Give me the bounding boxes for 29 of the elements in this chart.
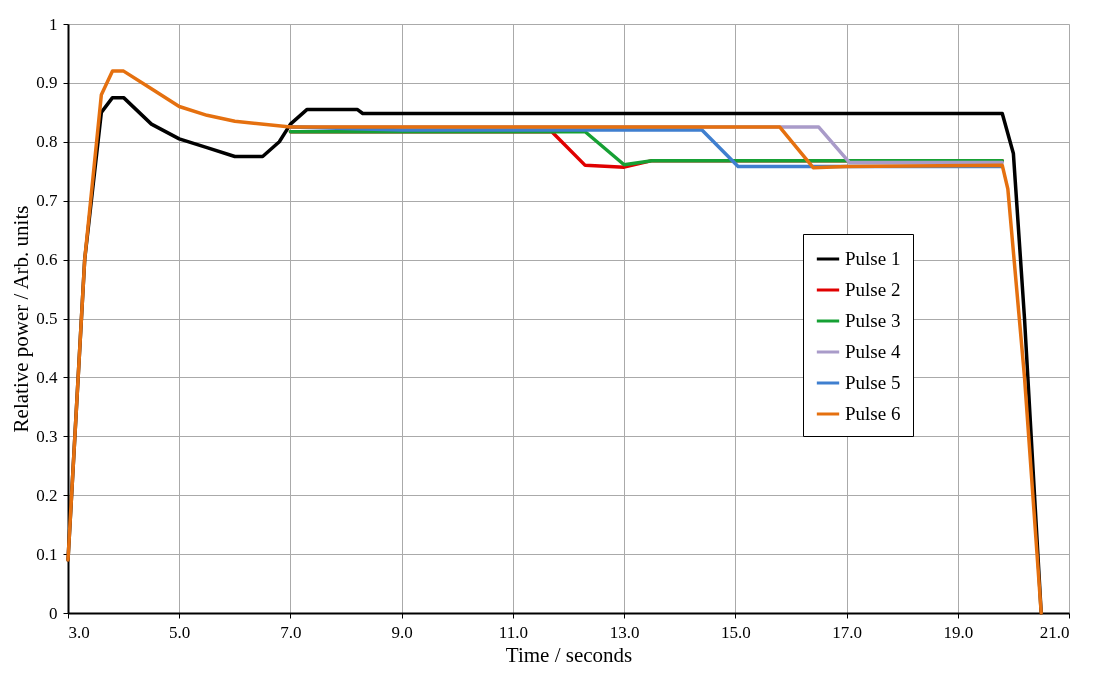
x-tick-label: 3.0 xyxy=(68,622,90,642)
legend-label: Pulse 4 xyxy=(845,341,901,362)
y-tick-label: 0.1 xyxy=(36,544,58,564)
legend-label: Pulse 6 xyxy=(845,403,901,424)
x-tick-label: 13.0 xyxy=(609,622,640,642)
x-tick-label: 9.0 xyxy=(391,622,413,642)
x-tick-label: 15.0 xyxy=(720,622,751,642)
x-tick-label: 5.0 xyxy=(169,622,191,642)
x-tick-label: 11.0 xyxy=(498,622,528,642)
x-axis-title: Time / seconds xyxy=(505,642,633,667)
y-tick-label: 0 xyxy=(49,603,58,623)
y-tick-label: 0.9 xyxy=(36,73,58,93)
legend-label: Pulse 5 xyxy=(845,372,901,393)
y-tick-label: 1 xyxy=(49,14,58,34)
x-tick-label: 19.0 xyxy=(943,622,974,642)
y-tick-label: 0.2 xyxy=(36,485,58,505)
y-tick-label: 0.3 xyxy=(36,426,58,446)
y-tick-label: 0.5 xyxy=(36,309,58,328)
y-tick-label: 0.8 xyxy=(36,132,58,152)
legend-label: Pulse 3 xyxy=(845,310,901,331)
legend-label: Pulse 2 xyxy=(845,279,901,300)
legend-label: Pulse 1 xyxy=(845,248,901,269)
y-tick-label: 0.6 xyxy=(36,250,58,270)
x-tick-label: 17.0 xyxy=(832,622,862,642)
x-tick-label: 7.0 xyxy=(280,622,302,642)
x-tick-label: 21.0 xyxy=(1039,622,1070,642)
y-axis-title: Relative power / Arb. units xyxy=(9,205,34,433)
y-tick-label: 0.4 xyxy=(36,367,58,387)
y-tick-label: 0.7 xyxy=(36,191,58,211)
